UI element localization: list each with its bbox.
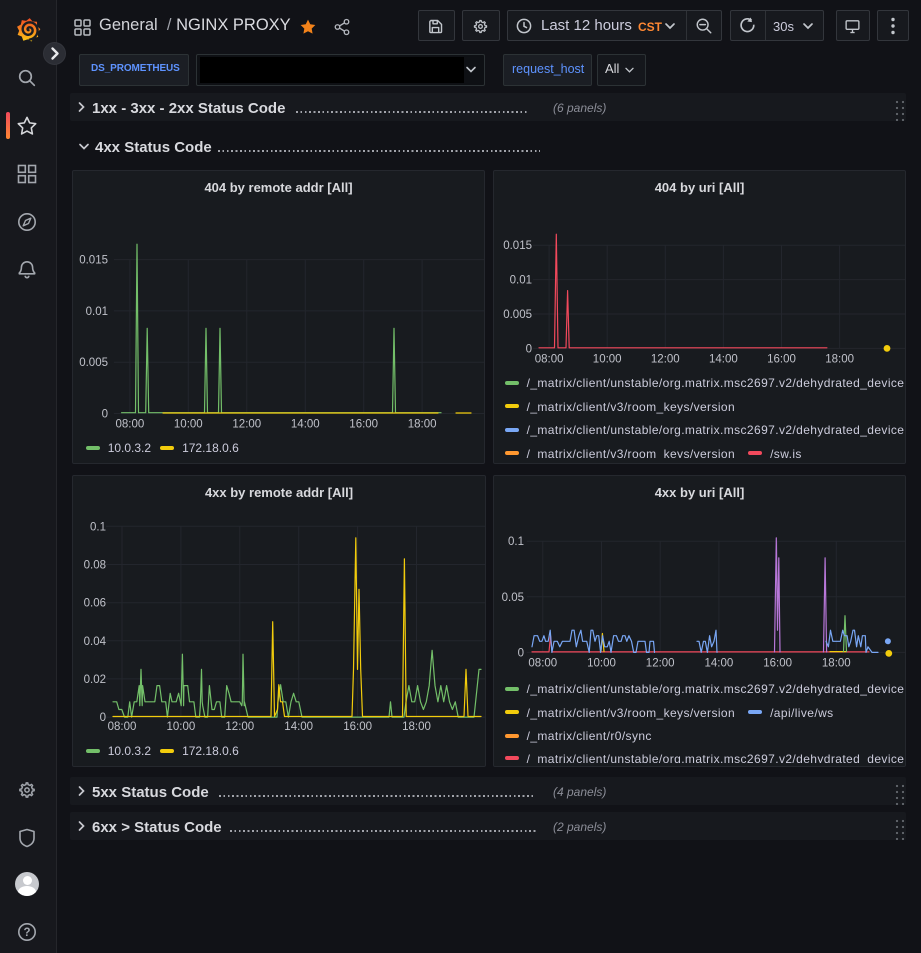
svg-text:0.015: 0.015 <box>79 255 108 267</box>
svg-text:0.01: 0.01 <box>510 275 532 287</box>
svg-text:14:00: 14:00 <box>291 419 320 431</box>
svg-text:0.1: 0.1 <box>90 521 106 533</box>
svg-text:10:00: 10:00 <box>167 721 196 733</box>
svg-text:14:00: 14:00 <box>709 353 738 365</box>
svg-text:10:00: 10:00 <box>587 657 616 669</box>
svg-text:12:00: 12:00 <box>232 419 261 431</box>
svg-text:0.05: 0.05 <box>502 592 524 604</box>
svg-text:18:00: 18:00 <box>822 657 851 669</box>
svg-text:0.01: 0.01 <box>86 306 108 318</box>
svg-text:0.005: 0.005 <box>503 309 532 321</box>
svg-text:?: ? <box>23 927 30 939</box>
svg-text:08:00: 08:00 <box>108 721 137 733</box>
svg-text:10:00: 10:00 <box>174 419 203 431</box>
svg-text:0.005: 0.005 <box>79 357 108 369</box>
svg-text:0.1: 0.1 <box>508 536 524 548</box>
svg-text:0: 0 <box>102 409 108 421</box>
svg-text:16:00: 16:00 <box>349 419 378 431</box>
svg-text:12:00: 12:00 <box>225 721 254 733</box>
svg-text:14:00: 14:00 <box>705 657 734 669</box>
svg-text:0.06: 0.06 <box>84 598 106 610</box>
svg-text:16:00: 16:00 <box>763 657 792 669</box>
svg-text:0: 0 <box>518 647 524 659</box>
svg-text:0: 0 <box>526 343 532 355</box>
svg-text:0.08: 0.08 <box>84 560 106 572</box>
svg-text:16:00: 16:00 <box>343 721 372 733</box>
svg-text:08:00: 08:00 <box>116 419 145 431</box>
svg-text:18:00: 18:00 <box>402 721 431 733</box>
svg-text:08:00: 08:00 <box>528 657 557 669</box>
svg-text:18:00: 18:00 <box>408 419 437 431</box>
svg-text:0.04: 0.04 <box>84 636 107 648</box>
svg-text:10:00: 10:00 <box>593 353 622 365</box>
svg-text:14:00: 14:00 <box>284 721 313 733</box>
svg-text:0: 0 <box>100 712 106 724</box>
svg-text:08:00: 08:00 <box>535 353 564 365</box>
svg-text:0.015: 0.015 <box>503 240 532 252</box>
svg-text:0.02: 0.02 <box>84 674 106 686</box>
svg-text:12:00: 12:00 <box>646 657 675 669</box>
svg-text:18:00: 18:00 <box>825 353 854 365</box>
svg-text:16:00: 16:00 <box>767 353 796 365</box>
svg-text:12:00: 12:00 <box>651 353 680 365</box>
